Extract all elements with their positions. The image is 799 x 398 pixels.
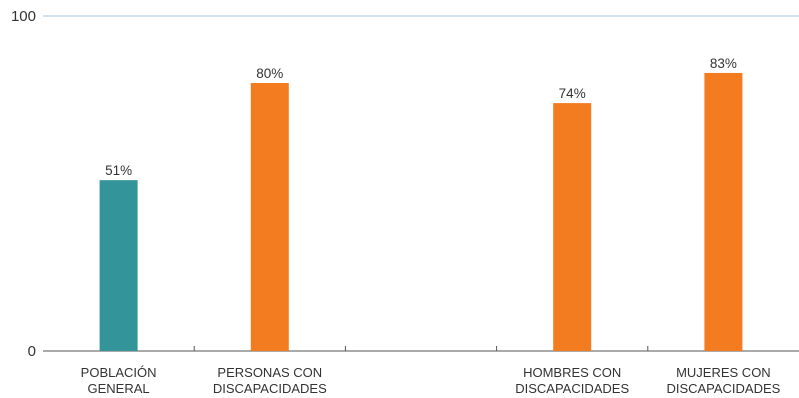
bar xyxy=(99,180,138,351)
bar xyxy=(553,103,592,351)
category-label: POBLACIÓN GENERAL xyxy=(81,365,157,396)
y-tick-label: 0 xyxy=(28,343,36,360)
chart-bars xyxy=(99,72,743,351)
bar xyxy=(250,83,289,351)
y-tick-label: 100 xyxy=(11,8,36,25)
bar-data-label: 80% xyxy=(256,66,283,81)
bar-data-label: 83% xyxy=(710,56,737,71)
bar-data-label: 51% xyxy=(105,163,132,178)
bar-data-label: 74% xyxy=(559,86,586,101)
bar xyxy=(704,72,743,351)
category-label: HOMBRES CON DISCAPACIDADES xyxy=(515,365,629,396)
chart-labels: 0 100 51% POBLACIÓN GENERAL 80% PERSONAS CON DI… xyxy=(11,8,781,396)
category-label: PERSONAS CON DISCAPACIDADES xyxy=(213,365,327,396)
chart-axes xyxy=(43,15,799,352)
category-label: MUJERES CON DISCAPACIDADES xyxy=(666,365,780,396)
